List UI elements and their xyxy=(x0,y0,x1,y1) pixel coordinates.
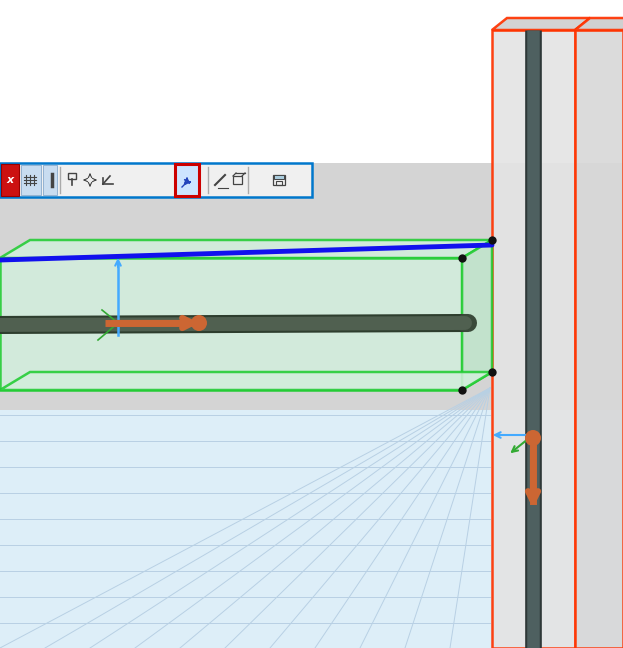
Circle shape xyxy=(525,430,541,446)
Bar xyxy=(68,173,76,179)
Bar xyxy=(233,176,242,184)
Polygon shape xyxy=(0,372,492,390)
Text: x: x xyxy=(6,175,14,185)
Bar xyxy=(276,181,282,185)
Polygon shape xyxy=(0,258,462,390)
Polygon shape xyxy=(462,240,492,390)
FancyBboxPatch shape xyxy=(0,163,312,197)
FancyBboxPatch shape xyxy=(1,164,19,196)
Circle shape xyxy=(191,315,207,331)
Polygon shape xyxy=(575,30,623,648)
Polygon shape xyxy=(0,163,623,410)
Bar xyxy=(274,175,284,179)
Polygon shape xyxy=(492,18,590,30)
Bar xyxy=(273,175,285,185)
Polygon shape xyxy=(0,0,623,163)
FancyBboxPatch shape xyxy=(43,165,57,195)
FancyBboxPatch shape xyxy=(175,164,199,196)
Polygon shape xyxy=(0,240,492,258)
Polygon shape xyxy=(575,18,623,30)
Polygon shape xyxy=(0,410,623,648)
Polygon shape xyxy=(492,30,575,648)
FancyBboxPatch shape xyxy=(21,165,41,195)
